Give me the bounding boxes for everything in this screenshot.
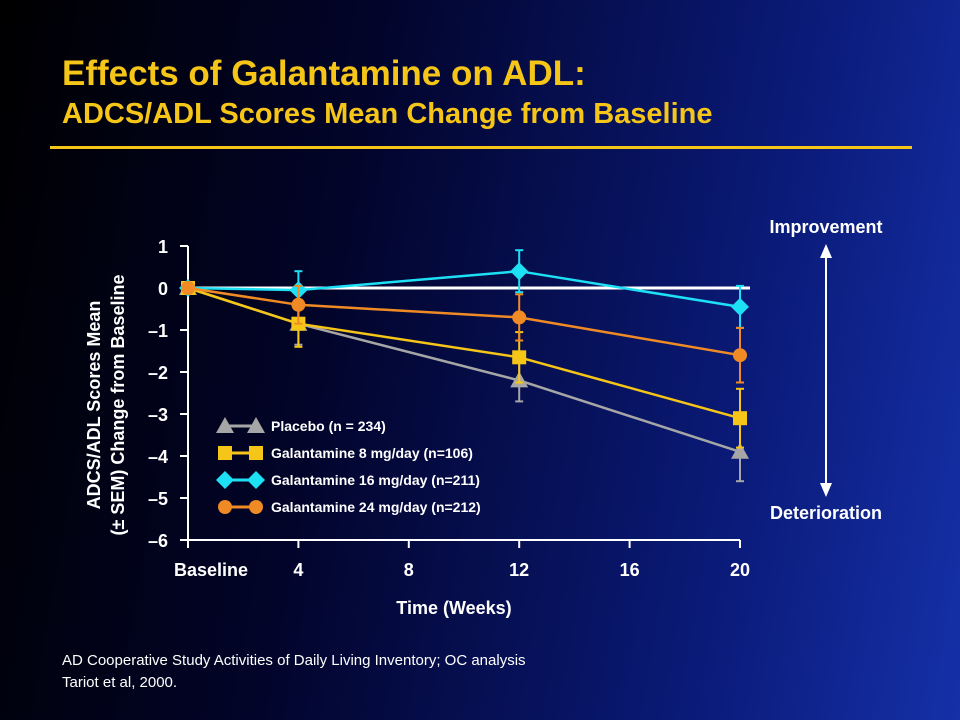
y-tick-label: –6 xyxy=(148,531,168,551)
data-point xyxy=(733,411,747,426)
x-tick-label: 12 xyxy=(509,560,529,580)
x-axis-label: Time (Weeks) xyxy=(396,598,511,618)
series-line xyxy=(187,269,741,309)
data-point xyxy=(291,297,306,312)
data-point xyxy=(512,310,527,325)
x-tick-label: 4 xyxy=(293,560,303,580)
page-subtitle: ADCS/ADL Scores Mean Change from Baselin… xyxy=(62,98,713,130)
legend-label: Placebo (n = 234) xyxy=(271,418,386,434)
x-tick-label: 20 xyxy=(730,560,750,580)
y-tick-label: –4 xyxy=(148,447,168,467)
x-tick-label: 16 xyxy=(620,560,640,580)
legend-marker xyxy=(218,446,232,460)
footer-citation: Tariot et al, 2000. xyxy=(62,674,178,691)
y-tick-label: 0 xyxy=(158,279,168,299)
title-underline xyxy=(50,146,912,149)
legend-marker xyxy=(216,471,234,489)
x-tick-label: Baseline xyxy=(174,560,248,580)
improvement-label: Improvement xyxy=(769,217,882,237)
y-tick-label: –1 xyxy=(148,321,168,341)
y-tick-label: –5 xyxy=(148,489,168,509)
deterioration-label: Deterioration xyxy=(770,503,882,523)
page-title: Effects of Galantamine on ADL: xyxy=(62,54,586,93)
y-tick-label: 1 xyxy=(158,237,168,257)
direction-arrow-up-head xyxy=(820,244,832,258)
legend-marker xyxy=(216,417,234,433)
y-tick-label: –2 xyxy=(148,363,168,383)
data-point xyxy=(181,281,195,295)
data-point xyxy=(733,348,747,363)
legend-marker xyxy=(249,446,263,460)
legend-marker xyxy=(218,500,232,514)
data-point xyxy=(731,442,749,459)
y-tick-label: –3 xyxy=(148,405,168,425)
footer-notes: AD Cooperative Study Activities of Daily… xyxy=(62,650,526,694)
legend-label: Galantamine 8 mg/day (n=106) xyxy=(271,445,473,461)
data-point xyxy=(731,297,749,316)
series-line xyxy=(187,286,741,357)
legend-marker xyxy=(249,500,263,514)
series-line xyxy=(187,286,741,420)
legend-marker xyxy=(247,471,265,489)
legend-marker xyxy=(247,417,265,433)
x-tick-label: 8 xyxy=(404,560,414,580)
direction-arrow-down-head xyxy=(820,483,832,497)
footer-source: AD Cooperative Study Activities of Daily… xyxy=(62,652,526,669)
legend-label: Galantamine 16 mg/day (n=211) xyxy=(271,472,480,488)
data-point xyxy=(510,262,529,281)
legend-label: Galantamine 24 mg/day (n=212) xyxy=(271,499,481,515)
data-point xyxy=(512,350,527,365)
